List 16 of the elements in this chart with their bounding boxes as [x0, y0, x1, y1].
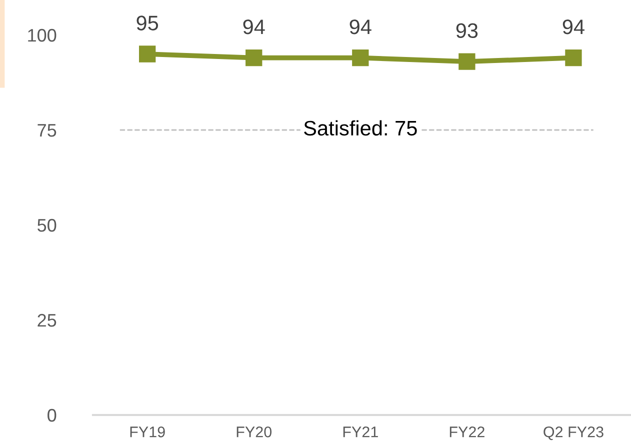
x-tick-label: Q2 FY23	[544, 426, 604, 440]
x-tick-label: FY22	[450, 426, 484, 438]
data-label: 95	[136, 16, 158, 30]
data-label: 93	[456, 23, 478, 38]
data-label: 94	[243, 19, 265, 34]
x-tick-label: FY21	[343, 426, 378, 438]
ref-line-label: Satisfied: 75	[304, 120, 417, 136]
y-tick-label: 50	[38, 218, 56, 232]
data-label: 94	[350, 19, 372, 34]
x-tick-label: FY19	[130, 426, 165, 438]
y-tick-label: 25	[38, 314, 56, 327]
y-tick-label: 0	[48, 408, 56, 422]
y-tick-label: 75	[38, 124, 56, 137]
data-label: 94	[562, 19, 584, 34]
x-tick-label: FY20	[236, 426, 272, 438]
y-tick-label: 100	[28, 28, 56, 42]
